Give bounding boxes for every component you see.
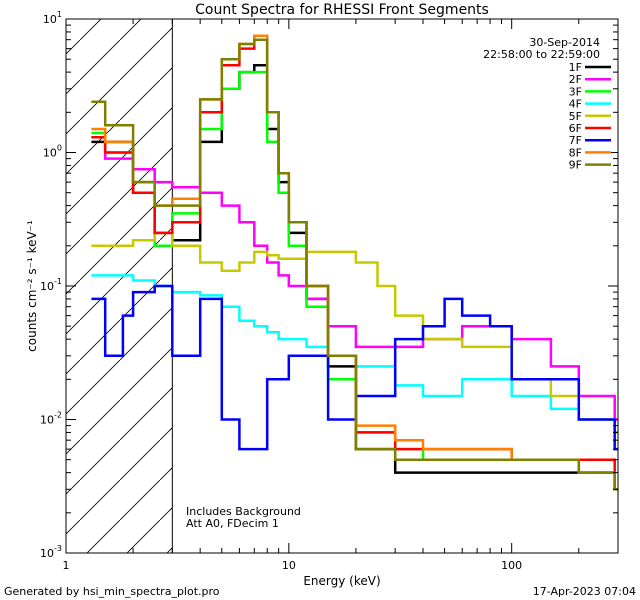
y-tick-label: 10-1 [40,277,62,293]
axis-ticks: 1 10 100 10-3 10-2 10-1 100 101 [40,10,619,572]
y-axis-label: counts cm⁻² s⁻¹ keV⁻¹ [25,220,39,352]
series-line-7f [91,284,618,451]
series-line-9f [91,38,618,491]
legend-label-9f: 9F [569,159,582,172]
legend-label-7f: 7F [569,134,582,147]
legend-label-6f: 6F [569,122,582,135]
footer-generated-by: Generated by hsi_min_spectra_plot.pro [4,585,220,598]
annotation-attenuator: Att A0, FDecim 1 [186,517,279,530]
x-axis-label: Energy (keV) [303,574,380,588]
y-tick-label: 101 [43,10,62,26]
x-tick-label: 100 [501,559,522,572]
y-tick-label: 100 [43,144,62,160]
chart-title: Count Spectra for RHESSI Front Segments [195,2,489,18]
legend-label-8f: 8F [569,146,582,159]
x-tick-label: 10 [282,559,296,572]
series-group [91,34,618,491]
footer-timestamp: 17-Apr-2023 07:04 [533,585,636,598]
legend-label-3f: 3F [569,85,582,98]
legend-label-4f: 4F [569,98,582,111]
y-tick-label: 10-2 [40,411,62,427]
legend-label-5f: 5F [569,110,582,123]
legend-label-2f: 2F [569,73,582,86]
legend-time-range: 22:58:00 to 22:59:00 [483,48,600,61]
y-tick-label: 10-3 [40,544,62,560]
annotation-background: Includes Background [186,505,301,518]
legend-label-1f: 1F [569,61,582,74]
x-tick-label: 1 [63,559,70,572]
legend-date: 30-Sep-2014 [529,36,600,49]
